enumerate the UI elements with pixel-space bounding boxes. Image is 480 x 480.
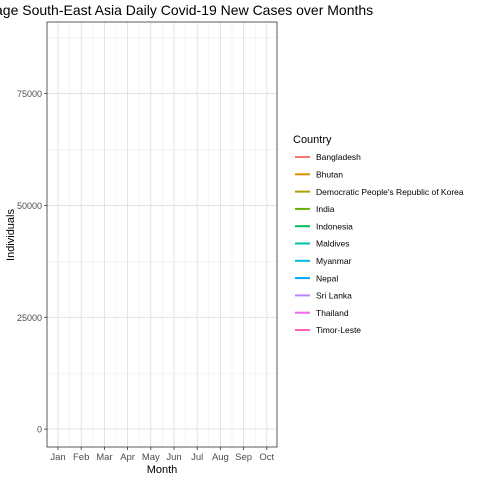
legend-item-label: Maldives [316, 239, 350, 249]
legend-item-label: India [316, 204, 335, 214]
legend-item: Nepal [295, 273, 338, 283]
legend-item: India [295, 204, 335, 214]
legend-item: Bhutan [295, 170, 343, 180]
legend-item-label: Indonesia [316, 221, 353, 231]
legend-item: Myanmar [295, 256, 352, 266]
legend-item: Thailand [295, 308, 349, 318]
legend-item-label: Bhutan [316, 170, 343, 180]
legend-item-label: Timor-Leste [316, 325, 361, 335]
plot-panel [46, 21, 278, 448]
legend-item-label: Sri Lanka [316, 291, 352, 301]
x-tick-label: Jan [50, 452, 65, 463]
legend-item: Indonesia [295, 221, 353, 231]
legend-item: Timor-Leste [295, 325, 361, 335]
legend-item: Democratic People's Republic of Korea [295, 187, 464, 197]
legend-item-label: Nepal [316, 273, 338, 283]
legend-item: Bangladesh [295, 152, 361, 162]
x-tick-label: Feb [73, 452, 89, 463]
legend-item-label: Democratic People's Republic of Korea [316, 187, 464, 197]
x-tick-label: Oct [259, 452, 274, 463]
legend-item-label: Myanmar [316, 256, 352, 266]
y-tick-label: 25000 [17, 313, 42, 323]
x-tick-label: Aug [212, 452, 229, 463]
chart-title: age South-East Asia Daily Covid-19 New C… [0, 2, 373, 18]
x-tick-label: Jul [191, 452, 203, 463]
x-tick-label: May [142, 452, 160, 463]
x-axis-label: Month [147, 464, 178, 476]
legend-item: Sri Lanka [295, 291, 352, 301]
y-tick-label: 0 [37, 425, 42, 435]
grid-major [47, 22, 277, 447]
legend-item: Maldives [295, 239, 350, 249]
legend-item-label: Bangladesh [316, 152, 361, 162]
x-tick-label: Apr [120, 452, 135, 463]
x-tick-label: Mar [96, 452, 112, 463]
legend: Country Bangladesh Bhutan Democratic Peopl… [293, 134, 464, 335]
plot-border [46, 21, 278, 448]
legend-title: Country [293, 134, 332, 146]
y-axis: 0 25000 50000 75000 [17, 89, 47, 435]
legend-item-label: Thailand [316, 308, 349, 318]
x-tick-label: Sep [235, 452, 252, 463]
y-tick-label: 50000 [17, 201, 42, 211]
y-tick-label: 75000 [17, 89, 42, 99]
x-axis: Jan Feb Mar Apr May Jun Jul Aug Sep Oct [50, 447, 275, 463]
legend-entries: Bangladesh Bhutan Democratic People's Repu… [295, 152, 464, 335]
plot-background [47, 22, 277, 447]
y-axis-label: Individuals [5, 209, 17, 261]
grid-minor [47, 22, 277, 447]
x-tick-label: Jun [166, 452, 181, 463]
